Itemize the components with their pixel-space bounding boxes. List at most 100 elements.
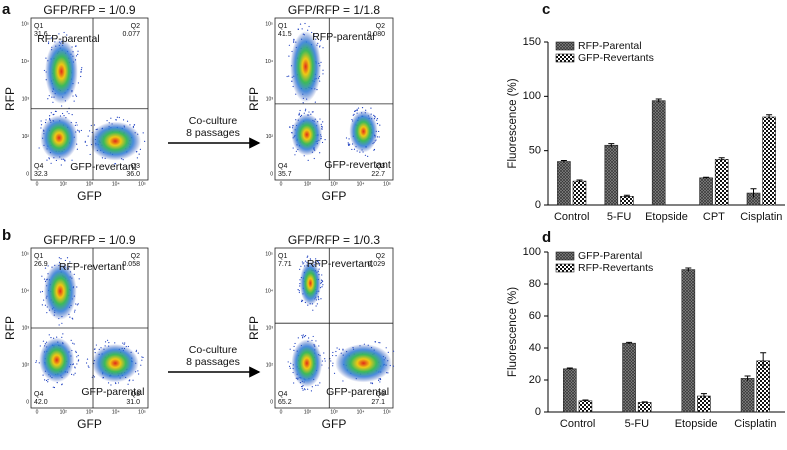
event-dot [50,112,52,114]
event-dot [332,365,334,367]
event-dot [288,55,290,57]
event-dot [139,148,141,150]
event-dot [333,372,336,374]
event-dot [307,388,309,390]
population-label: RFP-parental [312,31,374,43]
event-dot [312,335,314,338]
event-dot [289,367,291,369]
event-dot [319,45,321,47]
density-cloud [89,121,141,161]
event-dot [87,135,89,137]
bar [637,402,652,413]
event-dot [293,345,295,348]
event-dot [107,382,110,384]
event-dot [303,388,306,390]
event-dot [43,379,46,381]
event-dot [77,303,79,305]
event-dot [73,311,76,313]
y-tick-label: 0 [270,171,273,177]
quadrant-value: 0.077 [122,31,140,38]
event-dot [288,44,290,46]
event-dot [89,153,91,156]
event-dot [318,268,320,270]
event-dot [293,41,295,43]
event-dot [129,379,131,381]
x-axis-label: GFP [322,189,347,203]
quadrant-name: Q4 [34,163,43,170]
y-tick-label: 150 [523,36,541,48]
event-dot [356,108,358,110]
event-dot [293,38,295,40]
event-dot [69,316,71,318]
quadrant-value: 22.7 [371,171,385,178]
event-dot [47,42,50,45]
event-dot [58,324,60,326]
event-dot [40,127,42,129]
y-tick-label: 0 [535,199,541,211]
event-dot [320,298,322,300]
y-axis-label: RFP [247,87,261,111]
event-dot [342,380,344,382]
event-dot [42,374,44,376]
bar [578,400,593,413]
x-tick-label: 10³ [86,409,94,415]
event-dot [41,304,43,306]
legend-label: RFP-Revertants [578,262,653,274]
density-cloud [291,113,323,156]
event-dot [85,362,88,364]
event-dot [303,112,305,114]
error-bar [700,393,707,399]
event-dot [319,152,321,154]
event-dot [68,265,70,268]
event-dot [124,342,126,344]
event-dot [316,260,319,262]
event-dot [300,300,303,303]
quadrant-value: 41.5 [278,31,292,38]
event-dot [42,340,45,342]
y-axis-label: RFP [3,316,17,340]
event-dot [122,342,124,344]
event-dot [48,157,50,159]
legend-swatch [555,53,575,63]
event-dot [127,345,129,348]
panel-letter: d [542,229,551,246]
y-tick-label: 40 [529,342,541,354]
x-tick-label: Control [560,418,595,430]
x-tick-label: 5-FU [625,418,650,430]
event-dot [114,163,116,165]
quadrant-name: Q3 [376,163,385,170]
y-tick-label: 100 [523,246,541,258]
event-dot [114,382,117,384]
event-dot [318,298,320,301]
event-dot [351,148,353,151]
event-dot [355,109,357,112]
x-tick-label: CPT [703,211,725,223]
event-dot [73,273,75,275]
quadrant-value: 36.0 [126,171,140,178]
event-dot [39,345,41,347]
event-dot [317,384,319,386]
event-dot [135,350,137,353]
event-dot [126,120,129,122]
y-axis-label: Fluorescence (%) [507,78,519,168]
event-dot [90,124,92,127]
y-tick-label: 10⁴ [265,59,273,65]
event-dot [310,390,313,392]
population-label: RFP-revertant [59,261,125,273]
event-dot [47,98,49,100]
event-dot [302,102,304,104]
quadrant-value: 0.029 [367,261,385,268]
event-dot [58,257,60,259]
event-dot [331,354,334,357]
y-tick-label: 10⁴ [21,288,29,294]
event-dot [46,159,48,161]
arrow-label: 8 passages [186,127,240,139]
event-dot [46,312,48,314]
error-bar [626,341,633,344]
event-dot [364,154,367,156]
event-dot [73,100,75,102]
quadrant-value: 0.058 [122,261,140,268]
event-dot [141,359,143,361]
event-dot [72,318,74,320]
